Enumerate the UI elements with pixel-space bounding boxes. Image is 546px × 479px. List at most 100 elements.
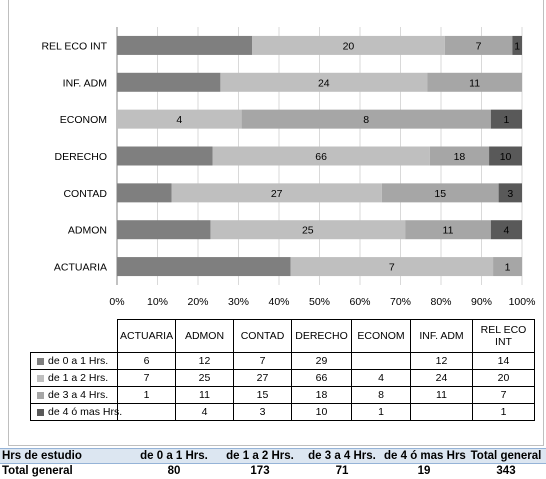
category-label: ADMON bbox=[68, 225, 107, 237]
data-label: 11 bbox=[443, 225, 454, 237]
bar-segment bbox=[498, 183, 522, 203]
legend-key: de 0 a 1 Hrs. bbox=[30, 352, 118, 370]
summary-header-cell: de 0 a 1 Hrs. bbox=[130, 448, 218, 464]
data-table-cell: 4 bbox=[175, 403, 234, 421]
summary-header-cell: de 1 a 2 Hrs. bbox=[218, 448, 302, 464]
legend-swatch bbox=[37, 408, 44, 416]
bar-segment bbox=[427, 72, 522, 92]
data-table-cell: 6 bbox=[117, 352, 176, 370]
data-label: 7 bbox=[389, 262, 395, 274]
data-table-column-header: ADMON bbox=[175, 319, 234, 353]
x-tick-label: 40% bbox=[268, 296, 289, 308]
data-label: 4 bbox=[176, 114, 182, 126]
data-table-cell bbox=[410, 403, 473, 421]
data-label: 66 bbox=[315, 151, 327, 163]
data-table-row: de 3 a 4 Hrs. 1 11 15 18 8 11 7 bbox=[30, 386, 535, 404]
category-label: DERECHO bbox=[54, 151, 107, 163]
data-label: 3 bbox=[507, 188, 513, 200]
data-table-cell: 27 bbox=[233, 369, 292, 387]
stacked-bar-chart: 7 1 25 11 4 27 15 3 66 18 10 4 8 1 24 11 20 7 1 ACTUARIA AD… bbox=[41, 27, 535, 308]
x-tick-label: 70% bbox=[390, 296, 411, 308]
data-label: 8 bbox=[363, 114, 369, 126]
summary-header-cell: de 4 ó mas Hrs. bbox=[382, 448, 466, 464]
data-table-corner bbox=[31, 320, 118, 353]
data-table-cell: 4 bbox=[351, 369, 411, 387]
legend-swatch bbox=[37, 374, 44, 382]
data-table-cell: 8 bbox=[351, 386, 411, 404]
summary-total-row: Total general 80 173 71 19 343 bbox=[0, 464, 546, 479]
x-tick-label: 50% bbox=[309, 296, 330, 308]
bar-segment bbox=[381, 183, 499, 203]
data-table-cell: 15 bbox=[233, 386, 292, 404]
x-tick-label: 30% bbox=[228, 296, 249, 308]
bar-segment bbox=[117, 257, 291, 277]
data-label: 24 bbox=[318, 77, 330, 89]
bar-segment bbox=[117, 35, 252, 55]
x-tick-label: 20% bbox=[187, 296, 208, 308]
bar-labels: 7 1 25 11 4 27 15 3 66 18 10 4 8 1 24 11 20 7 1 bbox=[176, 40, 520, 273]
bar-segment bbox=[212, 146, 430, 166]
x-tick-label: 90% bbox=[471, 296, 492, 308]
x-tick-label: 60% bbox=[349, 296, 370, 308]
data-table-cell: 1 bbox=[351, 403, 411, 421]
category-axis-labels: ACTUARIA ADMON CONTAD DERECHO ECONOM INF. ADM… bbox=[41, 40, 107, 273]
data-label: 15 bbox=[434, 188, 446, 200]
summary-value-cell: 19 bbox=[417, 465, 431, 477]
x-axis-tick-labels: 0% 10% 20% 30% 40% 50% 60% 70% 80% 90% 100% bbox=[109, 296, 535, 308]
bar-segment bbox=[493, 257, 522, 277]
summary-value-cell: 343 bbox=[496, 465, 516, 477]
data-label: 1 bbox=[504, 114, 510, 126]
category-label: CONTAD bbox=[63, 188, 107, 200]
data-label: 18 bbox=[454, 151, 466, 163]
data-label: 7 bbox=[476, 40, 482, 52]
data-label: 1 bbox=[514, 40, 520, 52]
bar-segment bbox=[444, 35, 513, 55]
legend-label: de 3 a 4 Hrs. bbox=[48, 389, 109, 401]
summary-row-label: Total general bbox=[2, 465, 73, 477]
data-table-cell bbox=[351, 352, 411, 370]
bar-segment bbox=[117, 220, 211, 240]
data-table-row: de 0 a 1 Hrs. 6 12 7 29 12 14 bbox=[30, 352, 535, 370]
data-table-cell: 29 bbox=[291, 352, 352, 370]
category-label: INF. ADM bbox=[63, 77, 107, 89]
bar-segment bbox=[252, 35, 445, 55]
bar-segment bbox=[290, 257, 494, 277]
data-table-row: de 1 a 2 Hrs. 7 25 27 66 4 24 20 bbox=[30, 369, 535, 387]
data-label: 1 bbox=[505, 262, 511, 274]
legend-key: de 1 a 2 Hrs. bbox=[30, 369, 118, 387]
summary-header-cell: Hrs de estudio bbox=[0, 448, 130, 464]
summary-value-cell: 80 bbox=[167, 465, 181, 477]
data-table-cell: 3 bbox=[233, 403, 292, 421]
data-table-cell: 1 bbox=[117, 386, 176, 404]
data-table-cell: 24 bbox=[410, 369, 473, 387]
summary-header-cell: Total general bbox=[466, 448, 546, 464]
bar-segment bbox=[490, 109, 522, 129]
data-label: 10 bbox=[500, 151, 512, 163]
legend-key: de 4 ó mas Hrs. bbox=[30, 403, 122, 421]
summary-value-cell: 71 bbox=[335, 465, 349, 477]
legend-swatch bbox=[37, 357, 44, 365]
bar-segment bbox=[512, 35, 522, 55]
data-table-cell: 25 bbox=[175, 369, 234, 387]
bar-segment bbox=[117, 183, 172, 203]
data-label: 11 bbox=[469, 77, 480, 89]
bar-segment bbox=[241, 109, 491, 129]
x-tick-label: 0% bbox=[109, 296, 124, 308]
data-label: 20 bbox=[343, 40, 355, 52]
summary-value-cell: 173 bbox=[250, 465, 270, 477]
data-table-column-header: CONTAD bbox=[233, 319, 292, 353]
data-table-cell: 1 bbox=[472, 403, 535, 421]
legend-key: de 3 a 4 Hrs. bbox=[30, 386, 118, 404]
data-table-cell: 66 bbox=[291, 369, 352, 387]
data-table-column-header: ECONOM bbox=[351, 319, 411, 353]
data-table-cell: 7 bbox=[472, 386, 535, 404]
data-table-cell: 12 bbox=[410, 352, 473, 370]
bar-segment bbox=[405, 220, 491, 240]
data-table-cell: 7 bbox=[233, 352, 292, 370]
chart-data-table: ACTUARIA ADMON CONTAD DERECHO ECONOM INF. ADM… bbox=[30, 319, 535, 421]
summary-header-cell: de 3 a 4 Hrs. bbox=[302, 448, 382, 464]
data-label: 27 bbox=[271, 188, 283, 200]
bar-segment bbox=[220, 72, 428, 92]
data-table-column-header: ACTUARIA bbox=[117, 319, 176, 353]
data-table-row: de 4 ó mas Hrs. 4 3 10 1 1 bbox=[30, 403, 535, 421]
